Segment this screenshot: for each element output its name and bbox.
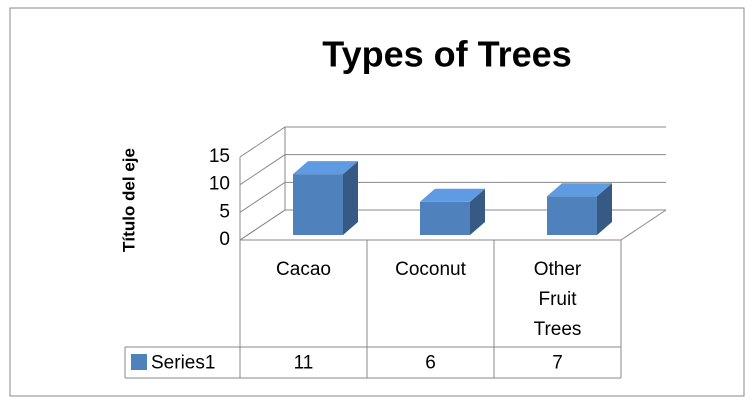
y-tick-label: 0 bbox=[219, 229, 230, 250]
bar-side bbox=[470, 188, 485, 235]
y-tick-label: 15 bbox=[209, 146, 230, 167]
bar-top bbox=[420, 188, 485, 202]
table-value: 7 bbox=[552, 353, 563, 374]
table-value: 6 bbox=[425, 353, 436, 374]
grid-line bbox=[239, 126, 666, 158]
bar-side bbox=[343, 161, 358, 235]
bar bbox=[547, 196, 597, 235]
legend-key bbox=[131, 354, 147, 370]
bar-top bbox=[293, 161, 358, 175]
legend-label: Series1 bbox=[151, 353, 215, 374]
x-tick-label: Coconut bbox=[395, 259, 466, 280]
bar-side bbox=[597, 183, 612, 235]
bar bbox=[420, 201, 470, 235]
y-axis-title: Título del eje bbox=[119, 148, 138, 252]
grid-line bbox=[239, 181, 666, 213]
grid-line bbox=[239, 154, 666, 186]
floor-right bbox=[620, 209, 667, 241]
y-tick-label: 5 bbox=[219, 201, 230, 222]
table-value: 11 bbox=[294, 353, 314, 374]
x-tick-label: Cacao bbox=[276, 259, 331, 280]
bar bbox=[293, 174, 343, 235]
chart-title: Types of Trees bbox=[322, 34, 571, 75]
chart-border bbox=[9, 7, 745, 397]
y-tick-label: 10 bbox=[209, 174, 230, 195]
grid-line bbox=[239, 209, 666, 241]
x-tick-label: Other Fruit Trees bbox=[533, 259, 582, 340]
bar-top bbox=[547, 183, 612, 197]
